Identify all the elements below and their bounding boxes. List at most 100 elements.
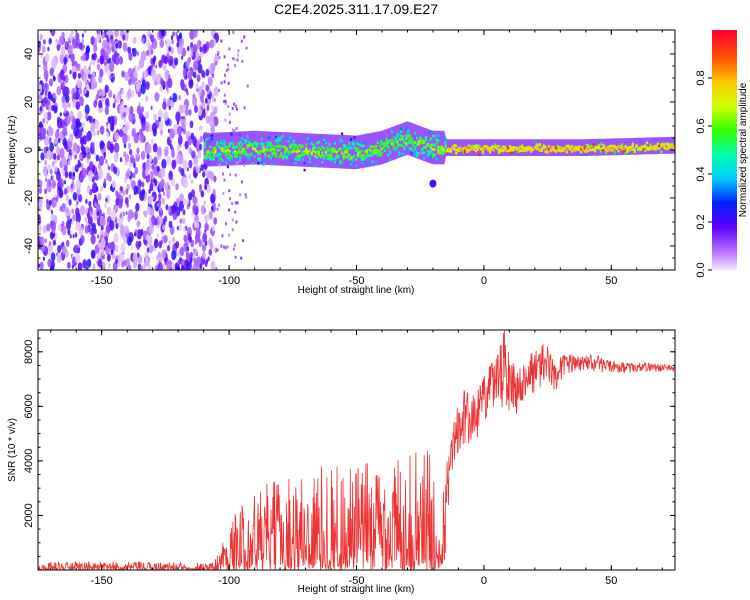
spectrogram-noise-cell <box>207 76 213 87</box>
spectrogram-noise-cell <box>39 261 44 270</box>
spectrogram-signal-cell <box>226 165 229 169</box>
spectrogram-signal-cell <box>233 152 237 155</box>
spectrogram-noise-cell <box>176 144 181 152</box>
spectrogram-signal-cell <box>209 145 212 149</box>
spectrogram-noise-cell <box>39 106 43 112</box>
spectrogram-noise-cell <box>96 30 101 36</box>
spectrogram-noise-cell <box>146 153 150 160</box>
spectrogram-signal-cell <box>419 141 422 144</box>
spectrogram-noise-cell <box>162 85 166 90</box>
spectrogram-signal-cell <box>603 146 606 149</box>
spectrogram-noise-cell <box>146 49 149 56</box>
spectrogram-noise-cell <box>218 89 220 92</box>
spectrogram-noise-cell <box>225 222 227 226</box>
spectrogram-signal-cell <box>349 138 353 141</box>
spectrogram-signal-cell <box>396 140 399 143</box>
spectrogram-signal-cell <box>396 142 399 145</box>
spectrogram-signal-cell <box>301 144 304 148</box>
spectrogram-signal-cell <box>542 144 545 148</box>
spectrogram-signal-cell <box>364 161 367 164</box>
spectrogram-noise-cell <box>132 68 135 73</box>
spectrogram-noise-cell <box>59 147 65 159</box>
spectrogram-signal-cell <box>480 148 483 151</box>
spectrogram-noise-cell <box>79 136 85 146</box>
spectrogram-noise-cell <box>136 152 139 158</box>
spectrogram-noise-cell <box>46 183 50 190</box>
spectrogram-signal-cell <box>553 149 556 152</box>
spectrogram-noise-cell <box>161 158 167 169</box>
spectrogram-noise-cell <box>86 84 89 90</box>
spectrogram-noise-cell <box>55 129 60 139</box>
spectrogram-noise-cell <box>172 92 177 103</box>
spectrogram-signal-cell <box>433 144 436 148</box>
spectrogram-signal-cell <box>405 137 408 141</box>
spectrogram-signal-cell <box>216 154 219 157</box>
spectrogram-noise-cell <box>102 49 106 58</box>
spectrogram-signal-cell <box>351 143 354 146</box>
spectrogram-signal-cell <box>428 152 431 156</box>
spectrogram-noise-cell <box>171 39 174 45</box>
spectrogram-signal-cell <box>260 142 263 145</box>
spectrogram-noise-cell <box>39 121 43 129</box>
spectrogram-signal-cell <box>587 145 590 149</box>
spectrogram-signal-cell <box>597 144 600 147</box>
spectrogram-noise-cell <box>140 150 146 160</box>
spectrogram-signal-cell <box>324 151 328 154</box>
spectrogram-signal-cell <box>569 148 572 151</box>
spectrogram-signal-cell <box>442 151 445 155</box>
spectrogram-signal-cell <box>631 145 634 148</box>
spectrogram-noise-cell <box>75 203 78 209</box>
spectrogram-noise-cell <box>233 102 236 106</box>
spectrogram-noise-cell <box>141 181 145 188</box>
spectrogram-noise-cell <box>229 173 232 177</box>
spectrogram-noise-cell <box>176 197 180 204</box>
spectrogram-signal-cell <box>246 139 249 143</box>
spectrogram-signal-cell <box>292 143 295 146</box>
spectrogram-signal-cell <box>392 144 395 148</box>
spectrogram-noise-cell <box>228 142 231 146</box>
spectrogram-signal-cell <box>219 141 222 144</box>
spectrogram-signal-cell <box>307 152 310 155</box>
spectrogram-signal-cell <box>615 147 618 150</box>
spectrogram-signal-cell <box>257 157 260 161</box>
spectrogram-signal-cell <box>440 145 443 149</box>
spectrogram-signal-cell <box>658 147 661 150</box>
spectrogram-signal-cell <box>604 151 608 154</box>
spectrogram-signal-cell <box>376 141 379 145</box>
spectrogram-noise-cell <box>215 267 218 270</box>
spectrogram-signal-cell <box>462 147 465 150</box>
spectrogram-signal-cell <box>258 151 262 155</box>
spectrogram-noise-cell <box>236 201 239 205</box>
spectrogram-noise-cell <box>143 70 148 79</box>
snr-ylabel: SNR (10 * v/v) <box>7 418 18 482</box>
spectrogram-signal-cell <box>275 154 278 158</box>
spectrogram-signal-cell <box>299 154 303 157</box>
spectrogram-noise-cell <box>122 34 126 41</box>
spectrogram-signal-cell <box>241 152 244 155</box>
spectrogram-noise-cell <box>212 188 216 195</box>
spectrogram-noise-cell <box>234 173 237 177</box>
spectrogram-signal-cell <box>239 151 242 154</box>
spectrogram-signal-cell <box>292 147 295 151</box>
spectrogram-noise-cell <box>168 239 171 246</box>
spectrogram-signal-cell <box>317 140 320 144</box>
spectrogram-noise-cell <box>112 102 116 109</box>
spectrogram-signal-cell <box>478 153 481 156</box>
spectrogram-noise-cell <box>168 46 172 52</box>
spectrogram-signal-cell <box>510 151 513 154</box>
spectrogram-signal-cell <box>257 153 260 156</box>
spectrogram-signal-cell <box>289 136 292 140</box>
spectrogram-signal-cell <box>333 149 336 153</box>
spectrogram-noise-cell <box>132 113 135 118</box>
spectrogram-signal-cell <box>205 157 208 160</box>
spectrogram-noise-cell <box>122 42 128 52</box>
spectrogram-signal-cell <box>314 150 317 154</box>
spectrogram-signal-cell <box>358 141 361 144</box>
spectrogram-noise-cell <box>188 192 193 201</box>
spectrogram-noise-cell <box>167 245 171 252</box>
spectrogram-signal-cell <box>549 148 552 152</box>
spectrogram-noise-cell <box>231 228 234 232</box>
spectrogram-signal-cell <box>649 146 652 149</box>
spectrogram-noise-cell <box>211 105 214 111</box>
spectrogram-signal-cell <box>260 143 263 147</box>
